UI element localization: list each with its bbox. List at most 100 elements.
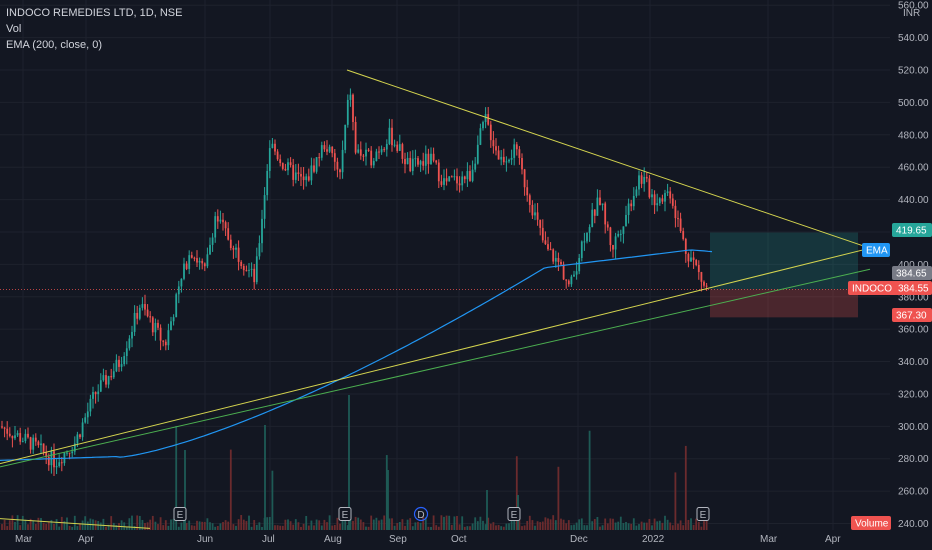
candle-body: [3, 427, 6, 429]
candle-body: [635, 189, 638, 196]
candle-body: [300, 173, 302, 177]
volume-bar: [333, 524, 336, 530]
price-tick-label: 300.00: [898, 422, 929, 433]
price-axis[interactable]: 240.00 260.00 280.00 300.00 320.00 340.00 360.…: [898, 1, 929, 530]
volume-bar: [625, 521, 627, 530]
candle-body: [648, 178, 651, 198]
volume-bar: [68, 525, 71, 530]
volume-bar: [359, 519, 362, 530]
candle-body: [331, 146, 334, 154]
volume-bar: [203, 521, 206, 530]
volume-bar: [664, 515, 666, 530]
volume-bar: [63, 521, 66, 530]
volume-bar: [677, 523, 679, 530]
price-tag: Volume: [851, 516, 891, 530]
candle-body: [263, 195, 266, 219]
candle-body: [141, 304, 144, 308]
symbol-title[interactable]: INDOCO REMEDIES LTD, 1D, NSE: [6, 7, 183, 19]
candle-body: [427, 153, 430, 165]
candle-body: [123, 356, 126, 365]
candle-body: [528, 195, 531, 205]
volume-bar: [313, 525, 315, 530]
volume-bar: [357, 517, 360, 530]
candle-body: [359, 149, 362, 156]
time-axis[interactable]: Mar Apr Jun Jul Aug Sep Oct Dec 2022 Mar Apr: [15, 534, 841, 545]
volume-bar: [635, 525, 638, 530]
candle-body: [443, 178, 445, 185]
volume-bar: [528, 515, 531, 530]
volume-bar: [497, 524, 500, 530]
volume-bar: [34, 523, 37, 530]
candle-body: [167, 330, 170, 346]
price-tick-label: 560.00: [898, 1, 929, 12]
candle-body: [703, 281, 705, 286]
loss-zone: [710, 289, 858, 318]
candle-body: [609, 227, 612, 246]
volume-spike: [264, 425, 266, 530]
candle-body: [562, 264, 565, 280]
candle-body: [497, 150, 500, 160]
candle-body: [19, 433, 22, 442]
candle-body: [677, 218, 679, 220]
candle-body: [203, 263, 206, 267]
upper-resistance-trendline: [346, 69, 871, 249]
volume-bar: [552, 515, 555, 530]
candle-body: [66, 452, 68, 454]
drawings[interactable]: [0, 69, 871, 529]
candle-body: [492, 140, 495, 147]
volume-bar: [307, 525, 310, 530]
candle-body: [578, 258, 581, 272]
volume-bar: [292, 524, 295, 530]
price-tick-label: 480.00: [898, 130, 929, 141]
candle-body: [341, 149, 344, 173]
candle-body: [396, 144, 399, 151]
candle-body: [118, 359, 120, 367]
candle-body: [505, 161, 508, 163]
candle-body: [258, 243, 261, 257]
volume-bar: [232, 524, 235, 530]
volume-bar: [404, 525, 406, 530]
candle-body: [656, 203, 659, 206]
candle-body: [385, 143, 388, 150]
volume-bar: [690, 518, 692, 530]
price-tick-label: 380.00: [898, 292, 929, 303]
candle-body: [198, 260, 201, 263]
price-tag-text: Volume: [855, 519, 889, 530]
price-tick-label: 520.00: [898, 66, 929, 77]
price-tag-bg: [851, 516, 891, 530]
candle-body: [185, 263, 188, 269]
ema-indicator-label[interactable]: EMA (200, close, 0): [6, 39, 102, 51]
candle-body: [274, 143, 276, 152]
volume-bar: [193, 525, 196, 530]
candle-body: [29, 437, 32, 450]
volume-bar: [125, 526, 128, 530]
volume-indicator-label[interactable]: Vol: [6, 23, 22, 35]
volume-bar: [383, 515, 386, 530]
candle-body: [164, 341, 167, 346]
candle-body: [544, 240, 547, 245]
candle-body: [437, 162, 440, 182]
volume-bar: [55, 519, 58, 530]
volume-bar: [632, 518, 635, 530]
earnings-marker: [696, 507, 710, 521]
volume-bar: [437, 526, 440, 530]
candle-body: [469, 171, 471, 181]
candle-body: [47, 456, 50, 466]
candle-body: [554, 257, 557, 262]
candle-body: [575, 271, 578, 275]
candle-body: [502, 156, 505, 163]
long-position-tool[interactable]: [0, 232, 890, 318]
volume-bar: [482, 520, 484, 530]
volume-bar: [123, 522, 126, 530]
volume-spike: [348, 395, 350, 530]
volume-bar: [211, 523, 214, 530]
candle-body: [131, 331, 133, 339]
candle-body: [365, 149, 367, 157]
candle-body: [370, 150, 373, 166]
candle-body: [328, 146, 331, 152]
candle-body: [541, 227, 544, 241]
volume-bar: [131, 515, 133, 530]
volume-bar: [406, 519, 409, 530]
